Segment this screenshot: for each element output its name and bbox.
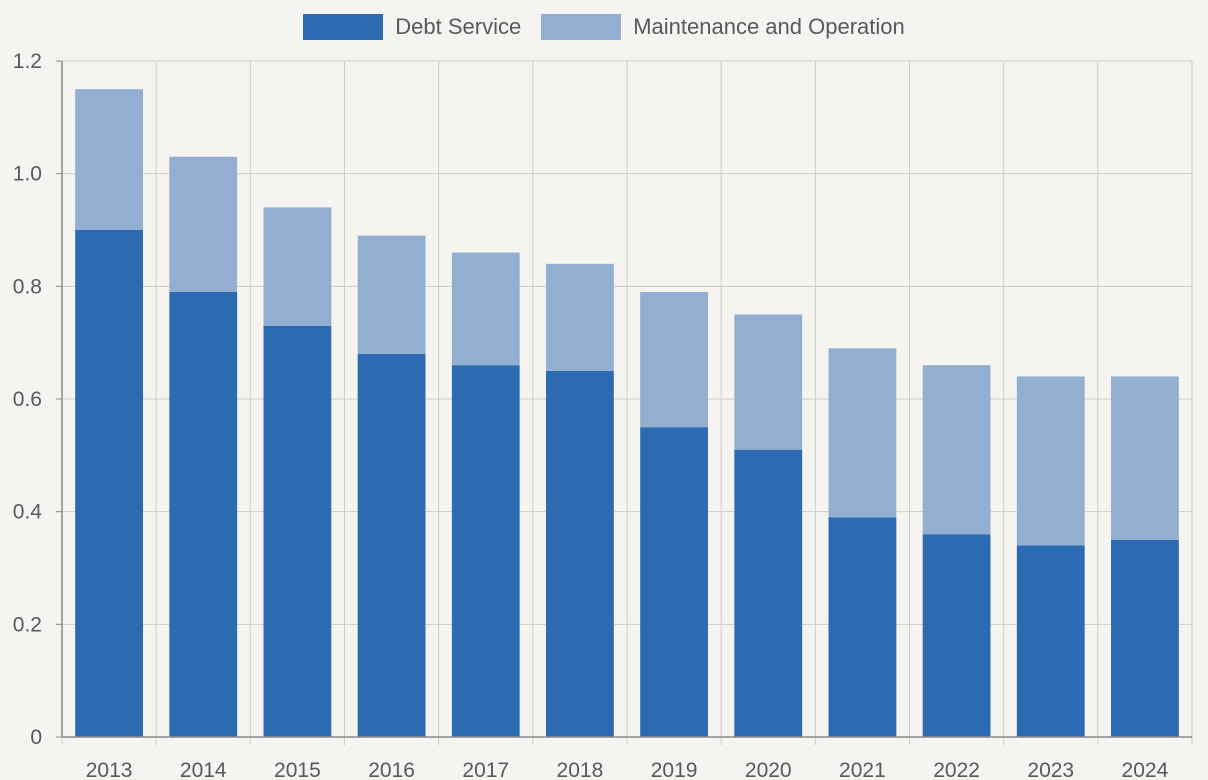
x-tick-label: 2022 <box>933 759 980 780</box>
bar-debt-service <box>169 291 238 737</box>
bar-maintenance-operation <box>640 291 708 428</box>
bar-debt-service <box>357 353 426 737</box>
bar-debt-service <box>75 230 143 737</box>
x-tick-label: 2020 <box>745 759 792 780</box>
bar-maintenance-operation <box>828 348 897 518</box>
legend-label-debt-service: Debt Service <box>395 14 522 39</box>
bar-debt-service <box>640 427 708 737</box>
legend-item-debt-service[interactable]: Debt Service <box>303 14 521 40</box>
legend-item-maintenance[interactable]: Maintenance and Operation <box>541 14 905 40</box>
x-tick-label: 2017 <box>462 759 509 780</box>
bar-debt-service <box>451 365 520 737</box>
bar-maintenance-operation <box>75 89 143 231</box>
bar-debt-service <box>922 534 991 737</box>
x-tick-label: 2019 <box>651 759 698 780</box>
bar-maintenance-operation <box>734 314 803 450</box>
x-tick-label: 2016 <box>368 759 415 780</box>
legend-label-maintenance: Maintenance and Operation <box>633 14 905 39</box>
legend-swatch-maintenance <box>541 14 622 40</box>
x-tick-label: 2014 <box>180 759 227 780</box>
bar-debt-service <box>1016 545 1085 737</box>
bar-maintenance-operation <box>1111 376 1179 540</box>
y-tick-label: 0.6 <box>13 388 42 411</box>
y-tick-label: 0 <box>30 726 42 749</box>
bar-maintenance-operation <box>357 235 426 354</box>
bar-debt-service <box>1111 539 1179 737</box>
bar-debt-service <box>546 370 614 737</box>
bar-maintenance-operation <box>263 207 332 326</box>
legend: Debt Service Maintenance and Operation <box>0 14 1208 40</box>
bar-maintenance-operation <box>922 365 991 535</box>
y-tick-label: 0.4 <box>13 501 43 524</box>
x-tick-label: 2013 <box>86 759 133 780</box>
x-tick-label: 2023 <box>1027 759 1074 780</box>
x-tick-label: 2021 <box>839 759 886 780</box>
bar-debt-service <box>734 449 803 737</box>
x-tick-label: 2024 <box>1122 759 1169 780</box>
x-tick-label: 2015 <box>274 759 321 780</box>
bar-maintenance-operation <box>1016 376 1085 546</box>
legend-swatch-debt-service <box>303 14 384 40</box>
bar-maintenance-operation <box>451 252 520 366</box>
y-tick-label: 0.8 <box>13 275 42 298</box>
y-tick-label: 1.2 <box>13 50 42 73</box>
y-tick-label: 1.0 <box>13 163 42 186</box>
bar-debt-service <box>828 517 897 737</box>
bar-debt-service <box>263 325 332 737</box>
bar-maintenance-operation <box>546 263 614 371</box>
bar-maintenance-operation <box>169 156 238 292</box>
x-tick-label: 2018 <box>557 759 604 780</box>
y-tick-label: 0.2 <box>13 613 42 636</box>
